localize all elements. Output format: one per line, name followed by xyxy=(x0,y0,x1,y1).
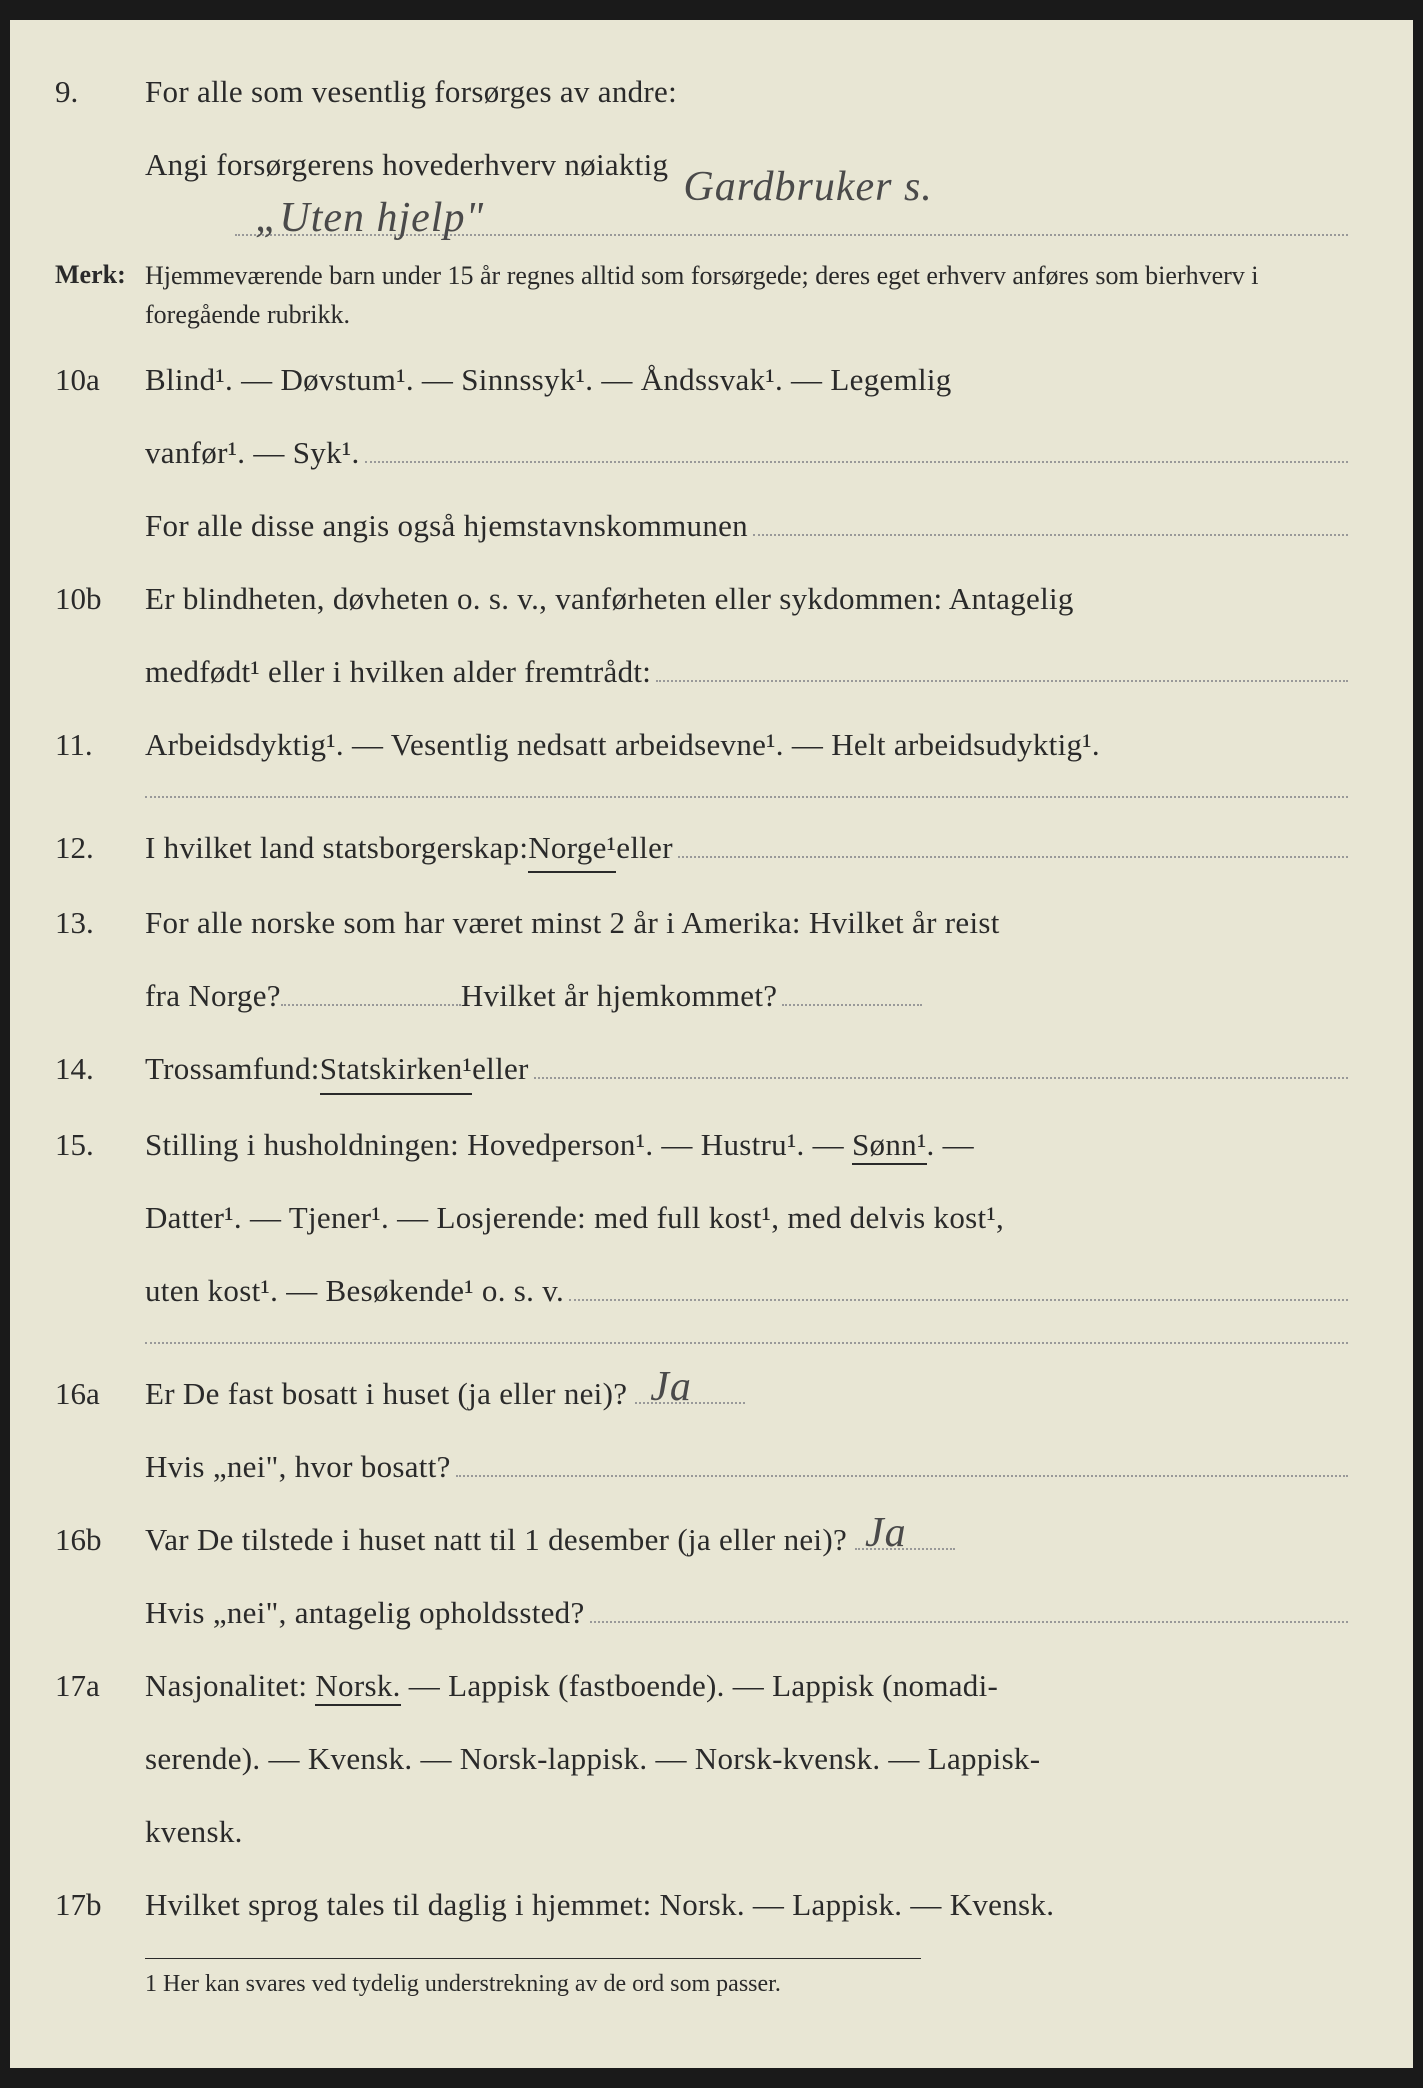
q10a-line3: For alle disse angis også hjemstavnskomm… xyxy=(145,504,748,549)
q9-number: 9. xyxy=(55,70,145,115)
q10a-row3: For alle disse angis også hjemstavnskomm… xyxy=(145,504,1348,549)
q10a-row2: vanfør¹. — Syk¹. xyxy=(145,431,1348,476)
q16a-content: Er De fast bosatt i huset (ja eller nei)… xyxy=(145,1372,1348,1417)
q16a-handwritten: Ja xyxy=(650,1357,692,1418)
q14-underlined: Statskirken¹ xyxy=(320,1047,472,1095)
q10a-line1: Blind¹. — Døvstum¹. — Sinnssyk¹. — Åndss… xyxy=(145,358,1348,403)
q16b-row1: 16b Var De tilstede i huset natt til 1 d… xyxy=(55,1518,1348,1563)
q15-pre: Stilling i husholdningen: Hovedperson¹. … xyxy=(145,1127,852,1162)
q11-number: 11. xyxy=(55,723,145,768)
q13-line1: For alle norske som har været minst 2 år… xyxy=(145,901,1348,946)
q16a-row1: 16a Er De fast bosatt i huset (ja eller … xyxy=(55,1372,1348,1417)
merk-text: Hjemmeværende barn under 15 år regnes al… xyxy=(145,256,1348,334)
q17b-text: Hvilket sprog tales til daglig i hjemmet… xyxy=(145,1883,1348,1928)
q17a-line2: serende). — Kvensk. — Norsk-lappisk. — N… xyxy=(145,1737,1348,1782)
census-form-page: 9. For alle som vesentlig forsørges av a… xyxy=(10,20,1413,2068)
q17a-row1: 17a Nasjonalitet: Norsk. — Lappisk (fast… xyxy=(55,1664,1348,1709)
merk-row: Merk: Hjemmeværende barn under 15 år reg… xyxy=(55,256,1348,334)
dotted-line xyxy=(281,1004,461,1006)
q12-post: eller xyxy=(616,826,673,871)
q17b-number: 17b xyxy=(55,1883,145,1928)
q17a-content: Nasjonalitet: Norsk. — Lappisk (fastboen… xyxy=(145,1664,1348,1709)
q16a-line2: Hvis „nei", hvor bosatt? xyxy=(145,1445,451,1490)
q14-post: eller xyxy=(472,1047,529,1092)
divider xyxy=(145,1342,1348,1344)
q16b-handwritten: Ja xyxy=(865,1503,907,1564)
q17a-pre: Nasjonalitet: xyxy=(145,1668,315,1703)
q17a-line3: kvensk. xyxy=(145,1810,1348,1855)
q13-pre: fra Norge? xyxy=(145,974,281,1019)
q15-row3: uten kost¹. — Besøkende¹ o. s. v. xyxy=(145,1269,1348,1314)
q10b-row2: medfødt¹ eller i hvilken alder fremtrådt… xyxy=(145,650,1348,695)
q14-number: 14. xyxy=(55,1047,145,1092)
q12-row: 12. I hvilket land statsborgerskap: Norg… xyxy=(55,826,1348,874)
q15-line3: uten kost¹. — Besøkende¹ o. s. v. xyxy=(145,1269,564,1314)
divider xyxy=(145,796,1348,798)
q14-content: Trossamfund: Statskirken¹ eller xyxy=(145,1047,1348,1095)
q10b-row1: 10b Er blindheten, døvheten o. s. v., va… xyxy=(55,577,1348,622)
q11-text: Arbeidsdyktig¹. — Vesentlig nedsatt arbe… xyxy=(145,723,1348,768)
dotted-line xyxy=(678,827,1348,858)
q16a-pre: Er De fast bosatt i huset (ja eller nei)… xyxy=(145,1372,627,1417)
q16a-row2: Hvis „nei", hvor bosatt? xyxy=(145,1445,1348,1490)
dotted-line xyxy=(656,651,1348,682)
dotted-line xyxy=(782,1004,922,1006)
q16a-number: 16a xyxy=(55,1372,145,1417)
q9-handwritten-line2: „Uten hjelp" xyxy=(235,198,1348,236)
q15-line2: Datter¹. — Tjener¹. — Losjerende: med fu… xyxy=(145,1196,1348,1241)
dotted-line xyxy=(753,505,1348,536)
q16b-content: Var De tilstede i huset natt til 1 desem… xyxy=(145,1518,1348,1563)
q13-mid: Hvilket år hjemkommet? xyxy=(461,974,778,1019)
q10b-line1: Er blindheten, døvheten o. s. v., vanfør… xyxy=(145,577,1348,622)
dotted-line xyxy=(569,1270,1348,1301)
q17a-underlined: Norsk. xyxy=(315,1668,400,1706)
q10b-line2: medfødt¹ eller i hvilken alder fremtrådt… xyxy=(145,650,651,695)
q13-row2: fra Norge? Hvilket år hjemkommet? xyxy=(145,974,1348,1019)
q16b-pre: Var De tilstede i huset natt til 1 desem… xyxy=(145,1518,847,1563)
q17b-row: 17b Hvilket sprog tales til daglig i hje… xyxy=(55,1883,1348,1928)
q10a-row1: 10a Blind¹. — Døvstum¹. — Sinnssyk¹. — Å… xyxy=(55,358,1348,403)
q14-pre: Trossamfund: xyxy=(145,1047,320,1092)
dotted-line xyxy=(456,1446,1348,1477)
q10b-number: 10b xyxy=(55,577,145,622)
q12-pre: I hvilket land statsborgerskap: xyxy=(145,826,528,871)
q9-handwritten2: „Uten hjelp" xyxy=(255,188,484,249)
q16b-row2: Hvis „nei", antagelig opholdssted? xyxy=(145,1591,1348,1636)
q11-row: 11. Arbeidsdyktig¹. — Vesentlig nedsatt … xyxy=(55,723,1348,768)
q9-row2: Angi forsørgerens hovederhverv nøiaktig … xyxy=(145,143,1348,188)
q15-row1: 15. Stilling i husholdningen: Hovedperso… xyxy=(55,1123,1348,1168)
q17a-number: 17a xyxy=(55,1664,145,1709)
q16b-number: 16b xyxy=(55,1518,145,1563)
dotted-line xyxy=(365,432,1348,463)
footnote: 1 Her kan svares ved tydelig understrekn… xyxy=(145,1958,921,2002)
q9-label: Angi forsørgerens hovederhverv nøiaktig xyxy=(145,143,668,188)
q16b-line2: Hvis „nei", antagelig opholdssted? xyxy=(145,1591,585,1636)
q14-row: 14. Trossamfund: Statskirken¹ eller xyxy=(55,1047,1348,1095)
q13-row1: 13. For alle norske som har været minst … xyxy=(55,901,1348,946)
dotted-line xyxy=(590,1592,1348,1623)
q15-post: . — xyxy=(927,1127,974,1162)
q15-content: Stilling i husholdningen: Hovedperson¹. … xyxy=(145,1123,1348,1168)
q9-row1: 9. For alle som vesentlig forsørges av a… xyxy=(55,70,1348,115)
q10a-number: 10a xyxy=(55,358,145,403)
q15-underlined: Sønn¹ xyxy=(852,1127,927,1165)
q13-number: 13. xyxy=(55,901,145,946)
q17a-post: — Lappisk (fastboende). — Lappisk (nomad… xyxy=(401,1668,998,1703)
q12-underlined: Norge¹ xyxy=(528,826,616,874)
q12-number: 12. xyxy=(55,826,145,871)
q15-number: 15. xyxy=(55,1123,145,1168)
dotted-line xyxy=(534,1048,1348,1079)
merk-label: Merk: xyxy=(55,256,145,294)
q10a-line2: vanfør¹. — Syk¹. xyxy=(145,431,360,476)
q9-line1: For alle som vesentlig forsørges av andr… xyxy=(145,70,1348,115)
q12-content: I hvilket land statsborgerskap: Norge¹ e… xyxy=(145,826,1348,874)
